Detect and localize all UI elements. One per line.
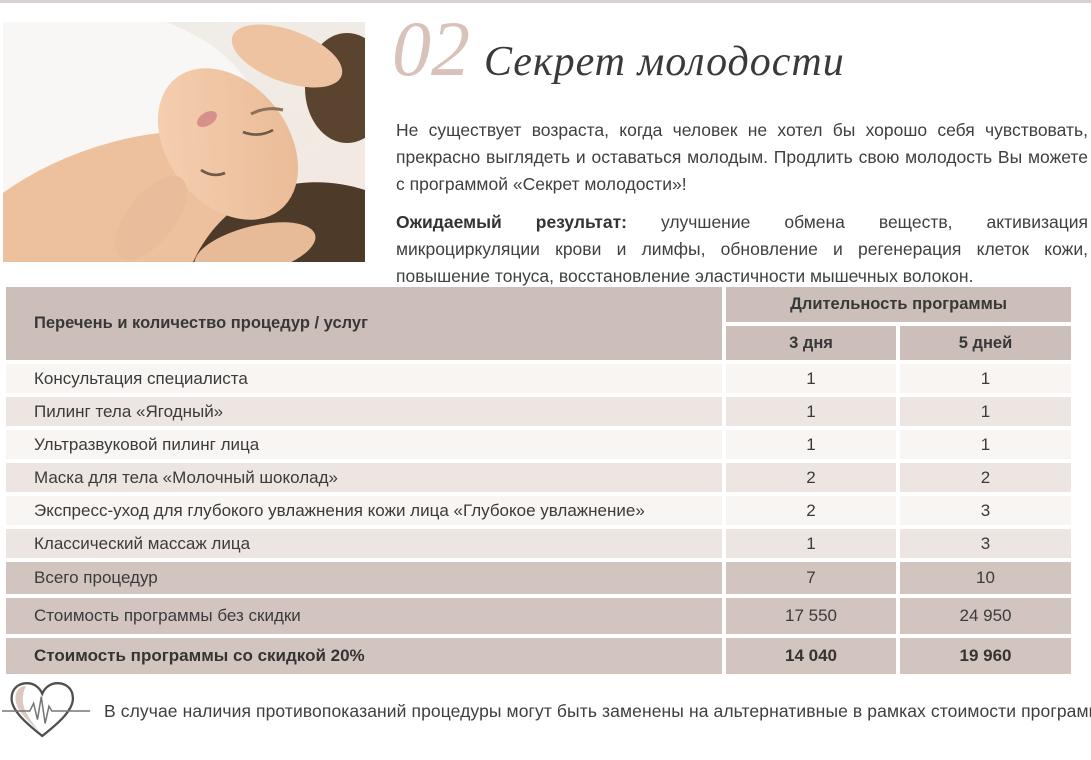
- table-row-value: 10: [900, 562, 1071, 594]
- expected-result-paragraph: Ожидаемый результат: улучшение обмена ве…: [396, 209, 1088, 290]
- expected-result-label: Ожидаемый результат:: [396, 211, 627, 232]
- column-header-services: Перечень и количество процедур / услуг: [6, 287, 722, 360]
- table-row-value: 3: [900, 496, 1071, 525]
- table-row-value: 1: [726, 397, 896, 426]
- table-row-value: 1: [900, 397, 1071, 426]
- table-row-label: Ультразвуковой пилинг лица: [6, 430, 722, 459]
- page-title: Секрет молодости: [484, 39, 845, 85]
- table-row-label: Стоимость программы со скидкой 20%: [6, 638, 722, 674]
- table-row-value: 7: [726, 562, 896, 594]
- column-header-5-days: 5 дней: [900, 326, 1071, 360]
- table-row-value: 2: [726, 496, 896, 525]
- table-row-value: 24 950: [900, 598, 1071, 634]
- table-row-value: 1: [726, 430, 896, 459]
- intro-paragraph: Не существует возраста, когда человек не…: [396, 119, 1088, 194]
- table-row-value: 1: [726, 529, 896, 558]
- expected-result-text: улучшение обмена веществ, активизация ми…: [396, 211, 1088, 286]
- table-row-label: Консультация специалиста: [6, 364, 722, 393]
- column-header-3-days: 3 дня: [726, 326, 896, 360]
- table-row-value: 19 960: [900, 638, 1071, 674]
- table-row-value: 1: [900, 364, 1071, 393]
- table-row-value: 3: [900, 529, 1071, 558]
- table-row-value: 2: [900, 463, 1071, 492]
- table-row-label: Пилинг тела «Ягодный»: [6, 397, 722, 426]
- table-row-label: Экспресс-уход для глубокого увлажнения к…: [6, 496, 722, 525]
- table-row-value: 1: [900, 430, 1071, 459]
- table-row-label: Всего процедур: [6, 562, 722, 594]
- table-row-value: 1: [726, 364, 896, 393]
- column-header-duration: Длительность программы: [726, 287, 1071, 322]
- table-row-label: Классический массаж лица: [6, 529, 722, 558]
- footer-note-text: В случае наличия противопоказаний процед…: [104, 700, 1091, 721]
- section-heading: 02 Секрет молодости: [392, 10, 845, 88]
- heart-ecg-icon: [2, 682, 91, 738]
- table-row-value: 14 040: [726, 638, 896, 674]
- top-divider: [0, 0, 1091, 3]
- table-row-label: Стоимость программы без скидки: [6, 598, 722, 634]
- facial-massage-photo: [3, 22, 365, 262]
- program-table: Перечень и количество процедур / услуг Д…: [6, 287, 1071, 674]
- section-number: 02: [392, 5, 470, 92]
- table-row-value: 2: [726, 463, 896, 492]
- table-row-value: 17 550: [726, 598, 896, 634]
- table-row-label: Маска для тела «Молочный шоколад»: [6, 463, 722, 492]
- footer-note-row: В случае наличия противопоказаний процед…: [2, 680, 1091, 742]
